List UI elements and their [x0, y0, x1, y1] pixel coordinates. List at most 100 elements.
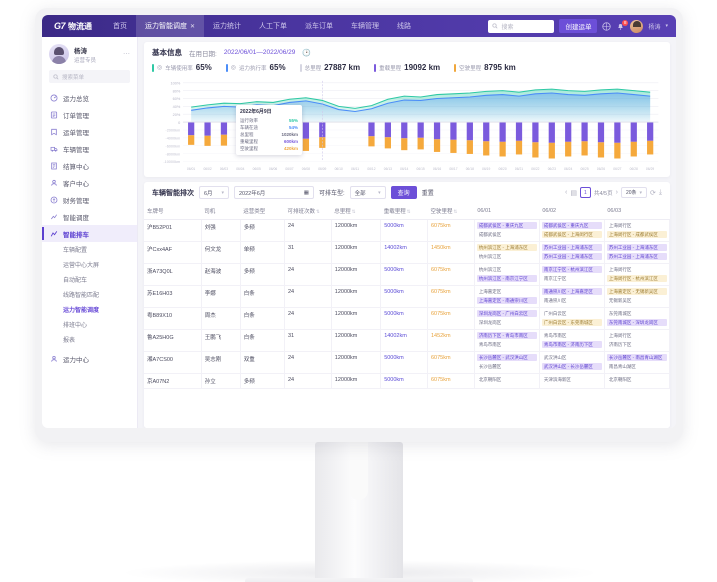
route-chip[interactable]: 苏州工业园 - 上海浦东区	[541, 252, 602, 260]
refresh-icon[interactable]: ⟳	[650, 189, 656, 197]
schedule-cell-day-3[interactable]: 北京朝阳区	[604, 373, 670, 389]
route-chip[interactable]: 杭州滨江区	[478, 253, 502, 259]
app-logo[interactable]: G7 物流通	[48, 21, 100, 32]
sidebar-item-capacity-center[interactable]: 运力中心	[42, 350, 137, 367]
route-chip[interactable]: 长沙岳麓区	[478, 363, 502, 369]
sidebar-item-waybill-mgmt[interactable]: 运单管理	[42, 123, 137, 140]
route-chip[interactable]: 济南历下区	[608, 341, 632, 347]
nav-tab-capacity-stats[interactable]: 运力统计	[204, 15, 250, 37]
route-chip[interactable]: 青岛市南区 - 济南历下区	[541, 340, 602, 348]
schedule-cell-day-3[interactable]: 上海嘉定区 - 无锡新吴区 无锡新吴区	[604, 285, 670, 308]
schedule-cell-day-3[interactable]: 长沙岳麓区 - 南昌青山湖区 南昌青山湖区	[604, 351, 670, 374]
chevron-left-icon[interactable]: ‹	[564, 189, 568, 196]
sidebar-profile[interactable]: 杨涛 运营专员 ⋯	[42, 42, 137, 70]
route-chip[interactable]: 南京江宁区 - 杭州滨江区	[541, 266, 602, 273]
nav-tab-vehicle-mgmt[interactable]: 车辆管理	[342, 15, 388, 37]
schedule-cell-day-2[interactable]: 天津滨海新区	[539, 373, 605, 389]
route-chip[interactable]: 苏州工业园 - 上海浦东区	[541, 244, 602, 251]
route-chip[interactable]: 济南历下区 - 青岛市南区	[476, 332, 537, 339]
planning-table-wrap[interactable]: 车牌号 司机 运营类型 可排班次数⇅ 总里程⇅ 重载里程⇅ 空驶里程⇅ 06/0…	[144, 203, 670, 428]
schedule-cell-day-3[interactable]: 上海闵行区济南历下区	[604, 329, 670, 352]
route-chip[interactable]: 深圳龙岗区	[478, 319, 502, 325]
route-chip[interactable]: 苏州工业园 - 上海浦东区	[606, 252, 667, 260]
route-chip[interactable]: 东莞南城区 - 深圳龙岗区	[606, 318, 667, 326]
route-chip[interactable]: 杭州滨江区	[478, 267, 502, 272]
sidebar-subitem-vehicle-config[interactable]: 车辆配置	[42, 242, 137, 257]
schedule-cell-day-2[interactable]: 成都武侯区 - 重庆九区 成都武侯区 - 上海闵行区	[539, 219, 605, 242]
sidebar-subitem-auto-assign[interactable]: 自动配车	[42, 272, 137, 287]
nav-tab-smart-dispatch[interactable]: 运力智能调度 ✕	[136, 15, 205, 37]
route-chip[interactable]: 成都武侯区 - 上海闵行区	[541, 230, 602, 238]
schedule-cell-day-1[interactable]: 成都武侯区 - 重庆九区 成都武侯区	[474, 219, 540, 242]
info-date-range[interactable]: 2022/06/01—2022/06/29	[223, 49, 296, 56]
close-icon[interactable]: ✕	[190, 23, 196, 30]
route-chip[interactable]: 上海嘉定区 - 无锡新吴区	[606, 288, 667, 295]
route-chip[interactable]: 南京江宁区	[543, 275, 567, 281]
sidebar-item-settlement[interactable]: 结算中心	[42, 157, 137, 174]
route-chip[interactable]: 广州白云区 - 东莞南城区	[541, 318, 602, 326]
month-select[interactable]: 6月 ▾	[199, 186, 229, 199]
route-chip[interactable]: 武汉洪山区 - 长沙岳麓区	[541, 362, 602, 370]
table-row[interactable]: 浙A73Q0L 赵海波 多频 24 12000km 5000km 6075km 杭州滨江区 杭州…	[144, 263, 670, 286]
route-chip[interactable]: 广州白云区	[543, 311, 567, 316]
nav-tab-home[interactable]: 首页	[104, 15, 136, 37]
route-chip[interactable]: 深圳龙岗区 - 广州白云区	[476, 310, 537, 317]
route-chip[interactable]: 北京朝阳区	[478, 377, 502, 382]
table-row[interactable]: 湘A7CS00 吴志刚 双重 24 12000km 5000km 6075km 长沙岳麓区 -…	[144, 351, 670, 374]
route-chip[interactable]: 上海闵行区 - 成都武侯区	[606, 230, 667, 238]
col-total-mileage[interactable]: 总里程⇅	[331, 203, 381, 220]
route-chip[interactable]: 上海闵行区 - 杭州滨江区	[606, 274, 667, 282]
route-chip[interactable]: 南通崇川区	[543, 297, 567, 303]
sidebar-item-smart-planning[interactable]: 智能排车	[42, 225, 137, 242]
search-input[interactable]: 搜索	[488, 19, 555, 33]
route-chip[interactable]: 北京朝阳区	[608, 377, 632, 382]
col-shifts[interactable]: 可排班次数⇅	[284, 203, 332, 220]
date-input[interactable]: 2022年6月 ▦	[234, 186, 314, 199]
page-number[interactable]: 1	[579, 187, 591, 198]
sidebar-subitem-ops-screen[interactable]: 运营中心大屏	[42, 257, 137, 272]
sidebar-item-vehicle-mgmt[interactable]: 车辆管理	[42, 140, 137, 157]
schedule-cell-day-1[interactable]: 上海嘉定区 上海嘉定区 - 南通崇川区	[474, 285, 540, 308]
sidebar-item-customer-center[interactable]: 客户中心	[42, 174, 137, 191]
grid-icon[interactable]	[602, 21, 612, 31]
export-icon[interactable]: ⤓	[658, 188, 662, 196]
nav-tab-manual-order[interactable]: 人工下单	[250, 15, 296, 37]
sidebar-search-input[interactable]: 搜索菜单	[49, 70, 130, 83]
avatar[interactable]	[630, 19, 644, 33]
route-chip[interactable]: 天津滨海新区	[543, 377, 571, 382]
reset-button[interactable]: 重置	[421, 191, 434, 197]
table-row[interactable]: 京A07N2 孙立 多频 24 12000km 5000km 6075km 北京朝阳区 天津滨海…	[144, 373, 670, 389]
route-chip[interactable]: 成都武侯区 - 重庆九区	[476, 222, 537, 229]
schedule-cell-day-2[interactable]: 武汉洪山区武汉洪山区 - 长沙岳麓区	[539, 351, 605, 374]
route-chip[interactable]: 长沙岳麓区 - 武汉洪山区	[476, 354, 537, 361]
table-row[interactable]: 沪Cxx4AF 何文龙 单频 31 12000km 14002km 1450km 杭州滨江区 …	[144, 241, 670, 264]
more-icon[interactable]: ⋯	[123, 51, 130, 58]
schedule-cell-day-1[interactable]: 杭州滨江区 杭州滨江区 - 南京江宁区	[474, 263, 540, 286]
route-chip[interactable]: 上海嘉定区 - 南通崇川区	[476, 296, 537, 304]
schedule-cell-day-3[interactable]: 东莞南城区 东莞南城区 - 深圳龙岗区	[604, 307, 670, 330]
sidebar-item-capacity-overview[interactable]: 运力总览	[42, 89, 137, 106]
sidebar-subitem-reports[interactable]: 报表	[42, 332, 137, 347]
route-chip[interactable]: 武汉洪山区	[543, 355, 567, 360]
route-chip[interactable]: 无锡新吴区	[608, 297, 632, 303]
schedule-cell-day-2[interactable]: 青岛市南区 青岛市南区 - 济南历下区	[539, 329, 605, 352]
table-row[interactable]: 沪B52P01 刘强 多频 24 12000km 5000km 6075km 成都武侯区 - …	[144, 219, 670, 242]
schedule-cell-day-3[interactable]: 上海闵行区 上海闵行区 - 杭州滨江区	[604, 263, 670, 286]
route-chip[interactable]: 成都武侯区	[478, 231, 502, 237]
route-chip[interactable]: 青岛市南区	[478, 341, 502, 347]
table-row[interactable]: 粤B89X10 周杰 白条 24 12000km 5000km 6075km 深圳龙岗区 - …	[144, 307, 670, 330]
schedule-cell-day-1[interactable]: 济南历下区 - 青岛市南区 青岛市南区	[474, 329, 540, 352]
nav-tab-route[interactable]: 线路	[388, 15, 420, 37]
first-page-icon[interactable]: ▤	[570, 189, 577, 197]
route-chip[interactable]: 苏州工业园 - 上海浦东区	[606, 244, 667, 251]
schedule-cell-day-2[interactable]: 南通崇川区 - 上海嘉定区 南通崇川区	[539, 285, 605, 308]
bell-icon[interactable]: 8	[616, 19, 629, 31]
capacity-chart[interactable]: 100% 80% 60% 40% 20% 0 -2000km -4000km -6000km -8…	[144, 77, 670, 177]
create-waybill-button[interactable]: 创建运单	[559, 19, 598, 33]
nav-tab-dispatch-order[interactable]: 派车订单	[296, 15, 342, 37]
schedule-cell-day-2[interactable]: 苏州工业园 - 上海浦东区 苏州工业园 - 上海浦东区	[539, 241, 605, 264]
sidebar-item-order-mgmt[interactable]: 订单管理	[42, 106, 137, 123]
chevron-right-icon[interactable]: ›	[615, 189, 618, 196]
sidebar-subitem-capacity-dispatch[interactable]: 运力智能调度	[42, 302, 137, 317]
route-chip[interactable]: 上海闵行区	[608, 333, 632, 338]
